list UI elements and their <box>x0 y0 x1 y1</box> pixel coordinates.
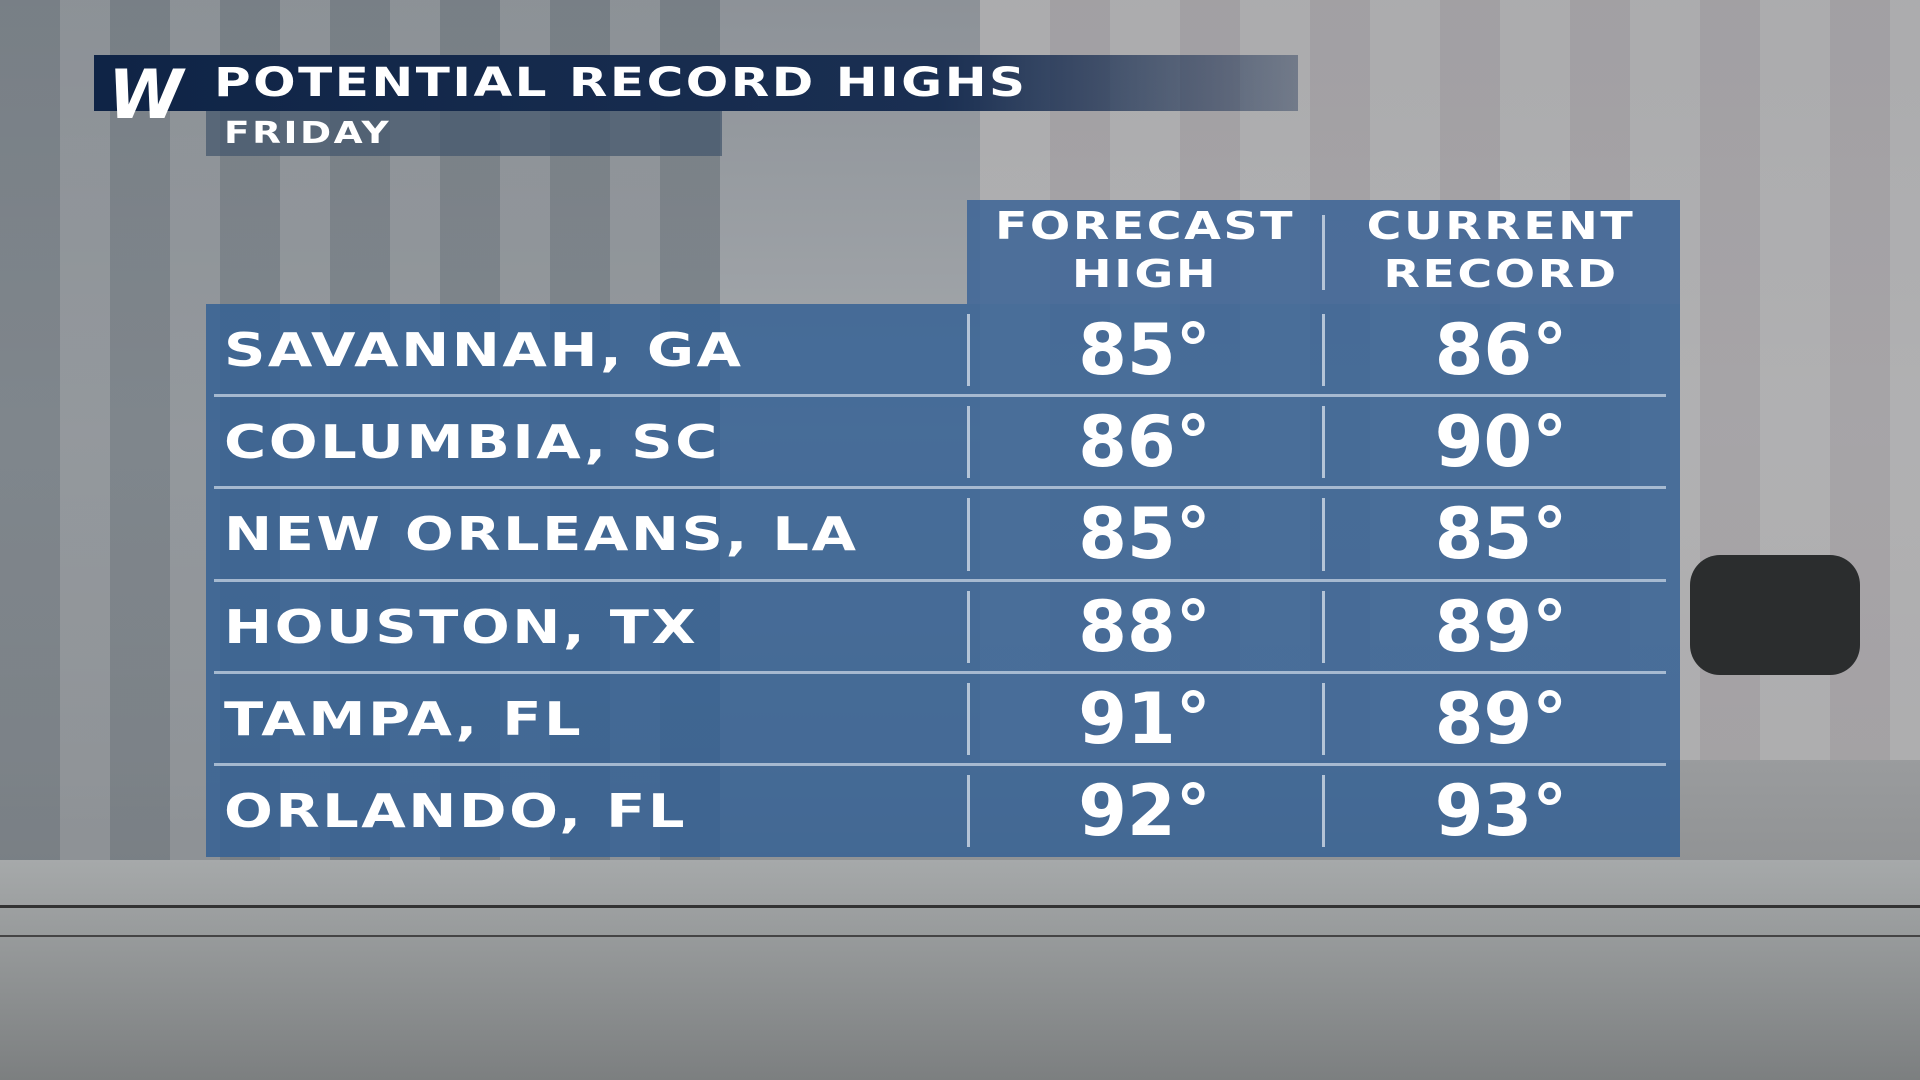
table-row: NEW ORLEANS, LA 85° 85° <box>206 488 1680 580</box>
city-cell: COLUMBIA, SC <box>224 396 717 488</box>
table-row: TAMPA, FL 91° 89° <box>206 673 1680 765</box>
current-record: 89° <box>1434 585 1568 668</box>
column-divider <box>967 590 970 663</box>
title-text: POTENTIAL RECORD HIGHS <box>214 60 1028 106</box>
city-name: HOUSTON, TX <box>224 599 699 654</box>
city-name: NEW ORLEANS, LA <box>224 507 859 562</box>
table-row: SAVANNAH, GA 85° 86° <box>206 304 1680 396</box>
row-separator <box>214 486 1666 490</box>
subtitle-bar <box>206 111 722 156</box>
city-name: ORLANDO, FL <box>224 784 688 838</box>
column-divider <box>1322 215 1325 290</box>
column-divider <box>1322 498 1325 571</box>
city-cell: ORLANDO, FL <box>224 765 685 857</box>
city-cell: SAVANNAH, GA <box>224 304 741 396</box>
forecast-high: 85° <box>1078 493 1211 576</box>
title-bar <box>94 55 1298 111</box>
traffic-light <box>1690 555 1860 675</box>
forecast-high: 85° <box>1078 309 1211 391</box>
city-cell: HOUSTON, TX <box>224 581 696 673</box>
wire <box>0 905 1920 908</box>
current-record: 90° <box>1434 401 1568 484</box>
wire <box>0 935 1920 937</box>
column-divider <box>1322 590 1325 663</box>
column-header-text: CURRENT RECORD <box>1366 204 1636 296</box>
column-header-text: FORECAST HIGH <box>994 204 1295 296</box>
city-cell: TAMPA, FL <box>224 673 581 765</box>
column-divider <box>1322 406 1325 479</box>
column-divider <box>1322 682 1325 755</box>
building-base <box>0 860 1920 1080</box>
column-divider <box>967 314 970 387</box>
row-separator <box>214 578 1666 582</box>
current-record: 86° <box>1434 309 1568 391</box>
title: POTENTIAL RECORD HIGHS <box>214 58 1025 108</box>
table-row: COLUMBIA, SC 86° 90° <box>206 396 1680 488</box>
column-header: CURRENT RECORD <box>1322 202 1680 302</box>
row-separator <box>214 670 1666 674</box>
column-divider <box>967 775 970 848</box>
column-divider <box>967 406 970 479</box>
row-separator <box>214 763 1666 766</box>
current-record: 93° <box>1434 770 1568 852</box>
table-row: HOUSTON, TX 88° 89° <box>206 581 1680 673</box>
table-row: ORLANDO, FL 92° 93° <box>206 765 1680 857</box>
city-cell: NEW ORLEANS, LA <box>224 488 856 580</box>
logo: W <box>108 56 183 135</box>
city-name: SAVANNAH, GA <box>224 323 744 377</box>
forecast-high: 92° <box>1078 770 1211 852</box>
subtitle: FRIDAY <box>224 112 389 156</box>
column-divider <box>967 498 970 571</box>
column-header: FORECAST HIGH <box>967 202 1322 302</box>
current-record: 89° <box>1434 677 1568 760</box>
current-record: 85° <box>1434 493 1568 576</box>
column-divider <box>1322 314 1325 387</box>
city-name: TAMPA, FL <box>224 691 584 746</box>
forecast-high: 91° <box>1078 677 1211 760</box>
forecast-high: 88° <box>1078 585 1211 668</box>
subtitle-text: FRIDAY <box>224 116 392 151</box>
forecast-high: 86° <box>1078 401 1211 484</box>
column-divider <box>1322 775 1325 848</box>
row-separator <box>214 394 1666 398</box>
city-name: COLUMBIA, SC <box>224 415 720 470</box>
column-divider <box>967 682 970 755</box>
